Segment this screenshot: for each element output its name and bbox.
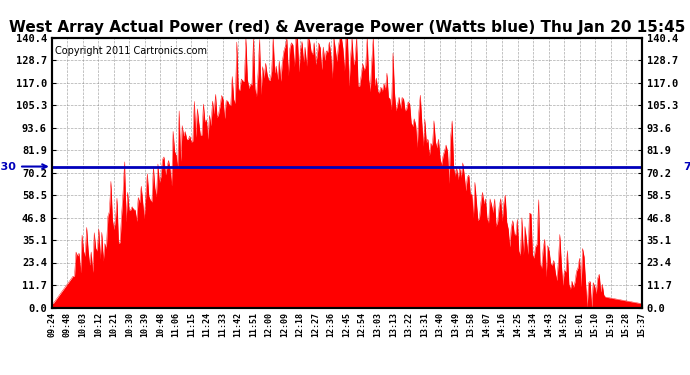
Text: 73.30: 73.30 [683,162,690,171]
Text: 73.30: 73.30 [0,162,47,171]
Text: Copyright 2011 Cartronics.com: Copyright 2011 Cartronics.com [55,46,207,56]
Text: West Array Actual Power (red) & Average Power (Watts blue) Thu Jan 20 15:45: West Array Actual Power (red) & Average … [8,20,685,35]
